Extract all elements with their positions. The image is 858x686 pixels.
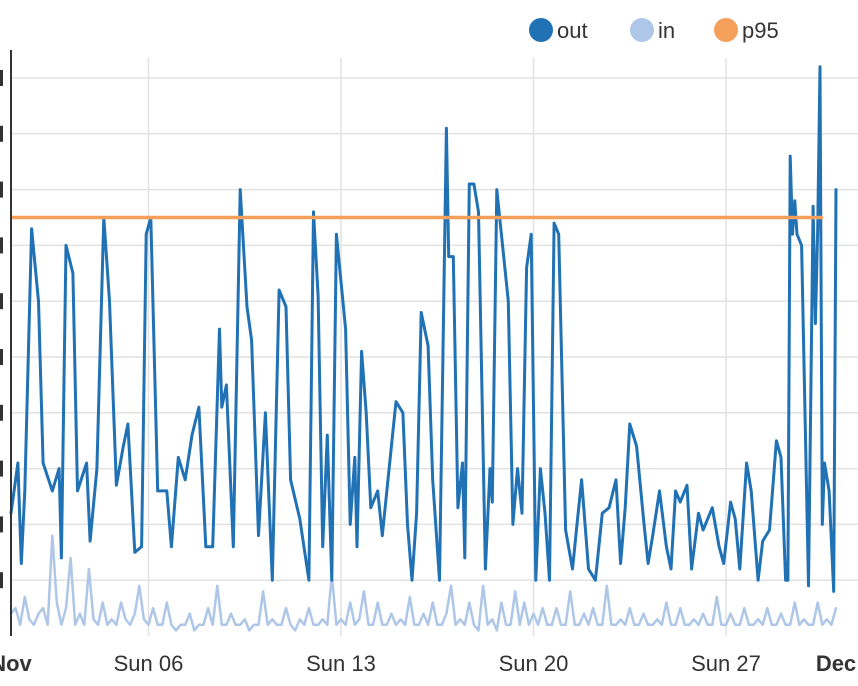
x-tick-label: Sun 20 (499, 651, 569, 676)
y-tick-label-fragment (0, 125, 3, 142)
y-tick-label-fragment (0, 572, 3, 589)
x-tick-label: Sun 13 (306, 651, 376, 676)
legend-label: out (557, 18, 588, 43)
series-line-out (9, 65, 838, 593)
legend-swatch (714, 18, 738, 42)
legend-swatch (630, 18, 654, 42)
legend-label: in (658, 18, 675, 43)
y-tick-label-fragment (0, 237, 3, 254)
y-tick-label-fragment (0, 70, 3, 86)
y-tick-label-fragment (0, 404, 3, 421)
legend-label: p95 (742, 18, 779, 43)
y-tick-label-fragment (0, 516, 3, 533)
x-tick-label: Sun 06 (114, 651, 184, 676)
x-tick-label: Dec (816, 651, 856, 676)
legend-item-out[interactable]: out (529, 18, 588, 43)
x-tick-label: Sun 27 (691, 651, 761, 676)
y-tick-label-fragment (0, 293, 3, 310)
axes: Nov Sun 06 Sun 13 Sun 20 Sun 27 Dec (0, 50, 856, 676)
y-tick-label-fragment (0, 181, 3, 198)
series-layer (9, 65, 838, 632)
x-tick-label: Nov (0, 651, 33, 676)
legend-swatch (529, 18, 553, 42)
series-line-in (9, 534, 838, 632)
y-tick-label-fragment (0, 349, 3, 365)
legend-item-in[interactable]: in (630, 18, 675, 43)
legend[interactable]: out in p95 (529, 18, 779, 43)
y-tick-label-fragment (0, 460, 3, 477)
legend-item-p95[interactable]: p95 (714, 18, 779, 43)
